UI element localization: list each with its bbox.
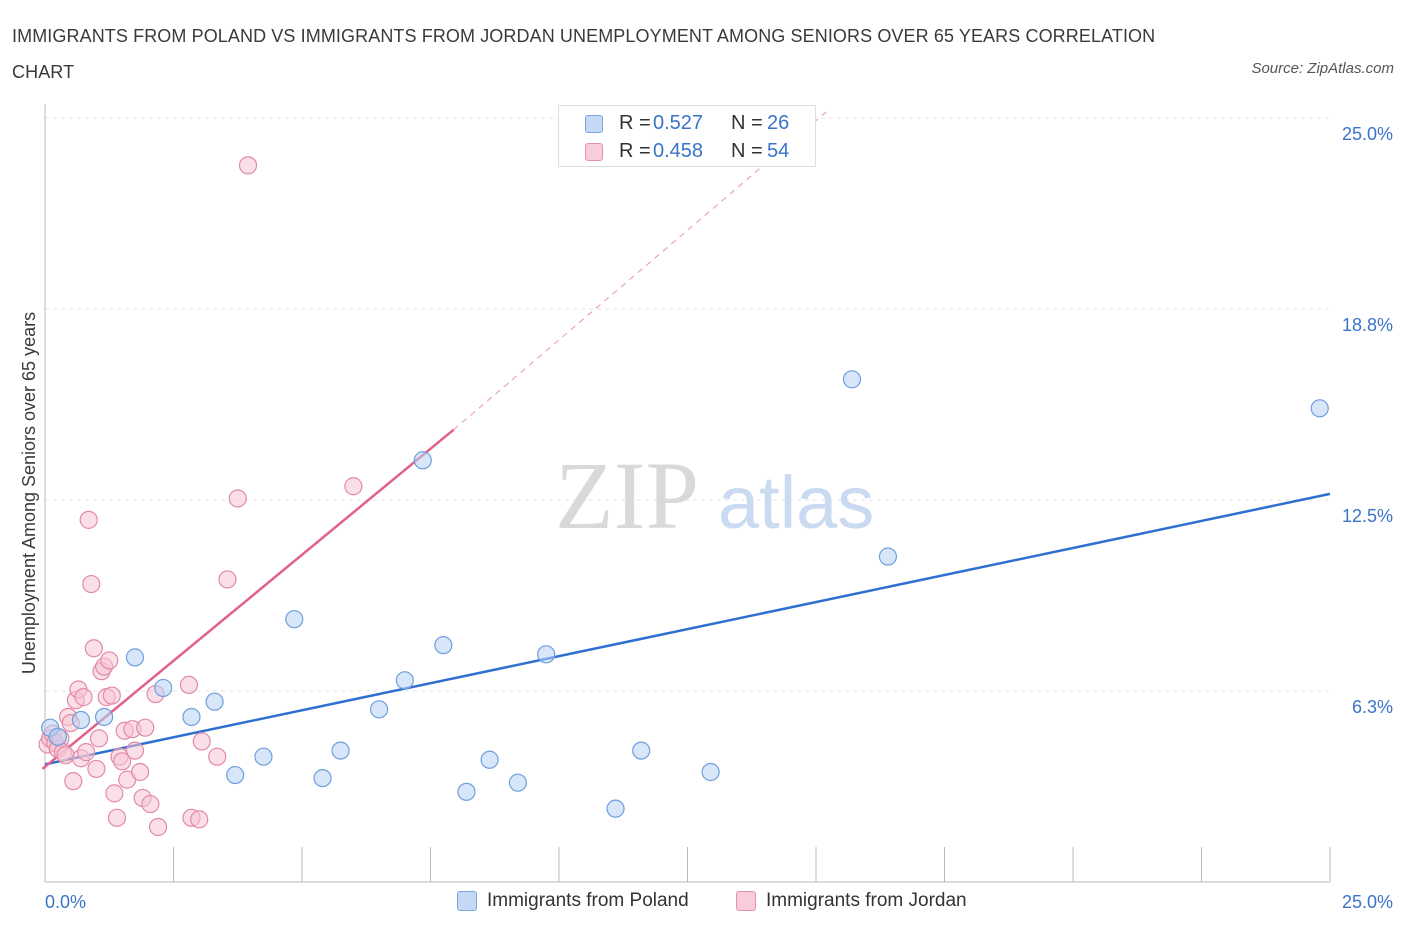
point-poland-1 xyxy=(48,727,67,746)
legend-r-label-poland: R = xyxy=(619,112,651,134)
legend-n-label-jordan: N = xyxy=(731,140,763,162)
point-jordan-36 xyxy=(136,718,155,737)
point-poland-4 xyxy=(125,648,145,667)
point-jordan-18 xyxy=(84,639,103,658)
point-jordan-16 xyxy=(79,510,98,529)
bottom-legend-label-jordan: Immigrants from Jordan xyxy=(766,890,967,911)
tick-labels: 6.3% 12.5% 18.8% 25.0% 0.0% 25.0% xyxy=(45,124,1393,912)
point-poland-20 xyxy=(537,645,556,664)
point-jordan-26 xyxy=(105,784,124,803)
point-poland-26 xyxy=(1310,399,1329,418)
legend-n-value-jordan: 54 xyxy=(767,140,790,162)
point-jordan-42 xyxy=(190,810,209,829)
point-poland-3 xyxy=(95,707,114,727)
legend-swatch-jordan xyxy=(585,143,603,161)
source-label: Source: ZipAtlas.com xyxy=(1251,60,1394,77)
trend-line-poland xyxy=(44,492,1331,766)
point-jordan-43 xyxy=(192,732,211,751)
point-poland-22 xyxy=(632,741,651,760)
x-tick-label-1: 25.0% xyxy=(1342,892,1393,912)
watermark: ZIP atlas xyxy=(555,442,874,549)
trend-lines xyxy=(41,111,1331,770)
point-poland-15 xyxy=(413,451,432,470)
x-tick-label-0: 0.0% xyxy=(45,892,86,912)
point-jordan-48 xyxy=(344,477,363,496)
point-jordan-25 xyxy=(102,686,121,705)
point-jordan-10 xyxy=(64,772,83,791)
legend-r-value-poland: 0.527 xyxy=(653,112,704,134)
stats-legend: R = 0.527 N = 26 R = 0.458 N = 54 xyxy=(558,105,816,167)
point-poland-25 xyxy=(878,547,898,566)
watermark-zip: ZIP xyxy=(555,442,699,549)
point-poland-2 xyxy=(71,710,91,730)
point-jordan-47 xyxy=(238,156,258,175)
y-tick-label-0: 6.3% xyxy=(1352,697,1393,717)
y-tick-label-2: 18.8% xyxy=(1342,315,1393,335)
point-poland-18 xyxy=(480,750,499,769)
point-poland-23 xyxy=(701,762,720,782)
point-jordan-40 xyxy=(179,675,199,694)
point-jordan-39 xyxy=(148,817,168,837)
point-jordan-37 xyxy=(141,794,160,814)
point-jordan-19 xyxy=(87,759,106,779)
point-poland-24 xyxy=(842,370,862,389)
point-poland-13 xyxy=(370,700,389,719)
point-jordan-29 xyxy=(112,752,132,771)
bottom-legend-swatch-jordan xyxy=(736,891,756,911)
point-jordan-33 xyxy=(125,741,145,760)
watermark-atlas: atlas xyxy=(718,461,874,544)
point-jordan-46 xyxy=(228,489,247,508)
bottom-legend-label-poland: Immigrants from Poland xyxy=(487,890,689,911)
bottom-legend-swatch-poland xyxy=(457,891,477,911)
point-poland-9 xyxy=(254,747,273,766)
point-poland-14 xyxy=(395,671,414,690)
point-poland-7 xyxy=(205,692,224,711)
y-axis-title: Unemployment Among Seniors over 65 years xyxy=(19,312,39,674)
point-jordan-15 xyxy=(77,743,96,762)
point-poland-11 xyxy=(313,768,332,788)
point-poland-8 xyxy=(226,765,245,785)
point-poland-21 xyxy=(606,799,625,818)
point-jordan-34 xyxy=(130,762,150,782)
chart-title: IMMIGRANTS FROM POLAND VS IMMIGRANTS FRO… xyxy=(12,26,1156,82)
point-poland-17 xyxy=(457,782,476,801)
point-jordan-27 xyxy=(107,808,127,827)
point-poland-12 xyxy=(331,741,350,760)
point-poland-19 xyxy=(508,773,527,792)
point-poland-16 xyxy=(434,636,453,655)
legend-n-label-poland: N = xyxy=(731,112,763,134)
y-tick-label-1: 12.5% xyxy=(1342,506,1393,526)
point-jordan-17 xyxy=(82,574,101,594)
point-poland-5 xyxy=(154,678,173,698)
point-poland-10 xyxy=(285,610,304,629)
point-jordan-14 xyxy=(74,688,93,707)
point-jordan-44 xyxy=(208,747,227,766)
legend-r-label-jordan: R = xyxy=(619,140,651,162)
legend-n-value-poland: 26 xyxy=(767,112,790,134)
point-jordan-20 xyxy=(89,729,109,748)
data-points xyxy=(38,156,1329,837)
point-jordan-24 xyxy=(100,651,119,670)
point-jordan-7 xyxy=(56,746,75,765)
point-poland-6 xyxy=(182,707,201,727)
legend-r-value-jordan: 0.458 xyxy=(653,140,704,162)
legend-swatch-poland xyxy=(585,115,603,133)
y-tick-label-3: 25.0% xyxy=(1342,124,1393,144)
point-jordan-45 xyxy=(218,570,237,589)
